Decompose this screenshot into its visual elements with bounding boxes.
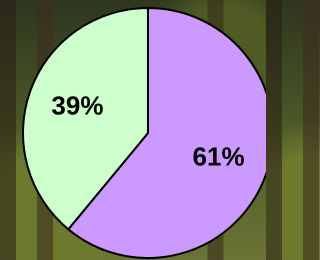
- slice-label: 61%: [193, 141, 245, 171]
- chart: 61% 39%: [0, 0, 266, 260]
- slice-label: 39%: [51, 90, 103, 120]
- page: 61%39% (() => { const data = JSON.parse(…: [0, 0, 266, 260]
